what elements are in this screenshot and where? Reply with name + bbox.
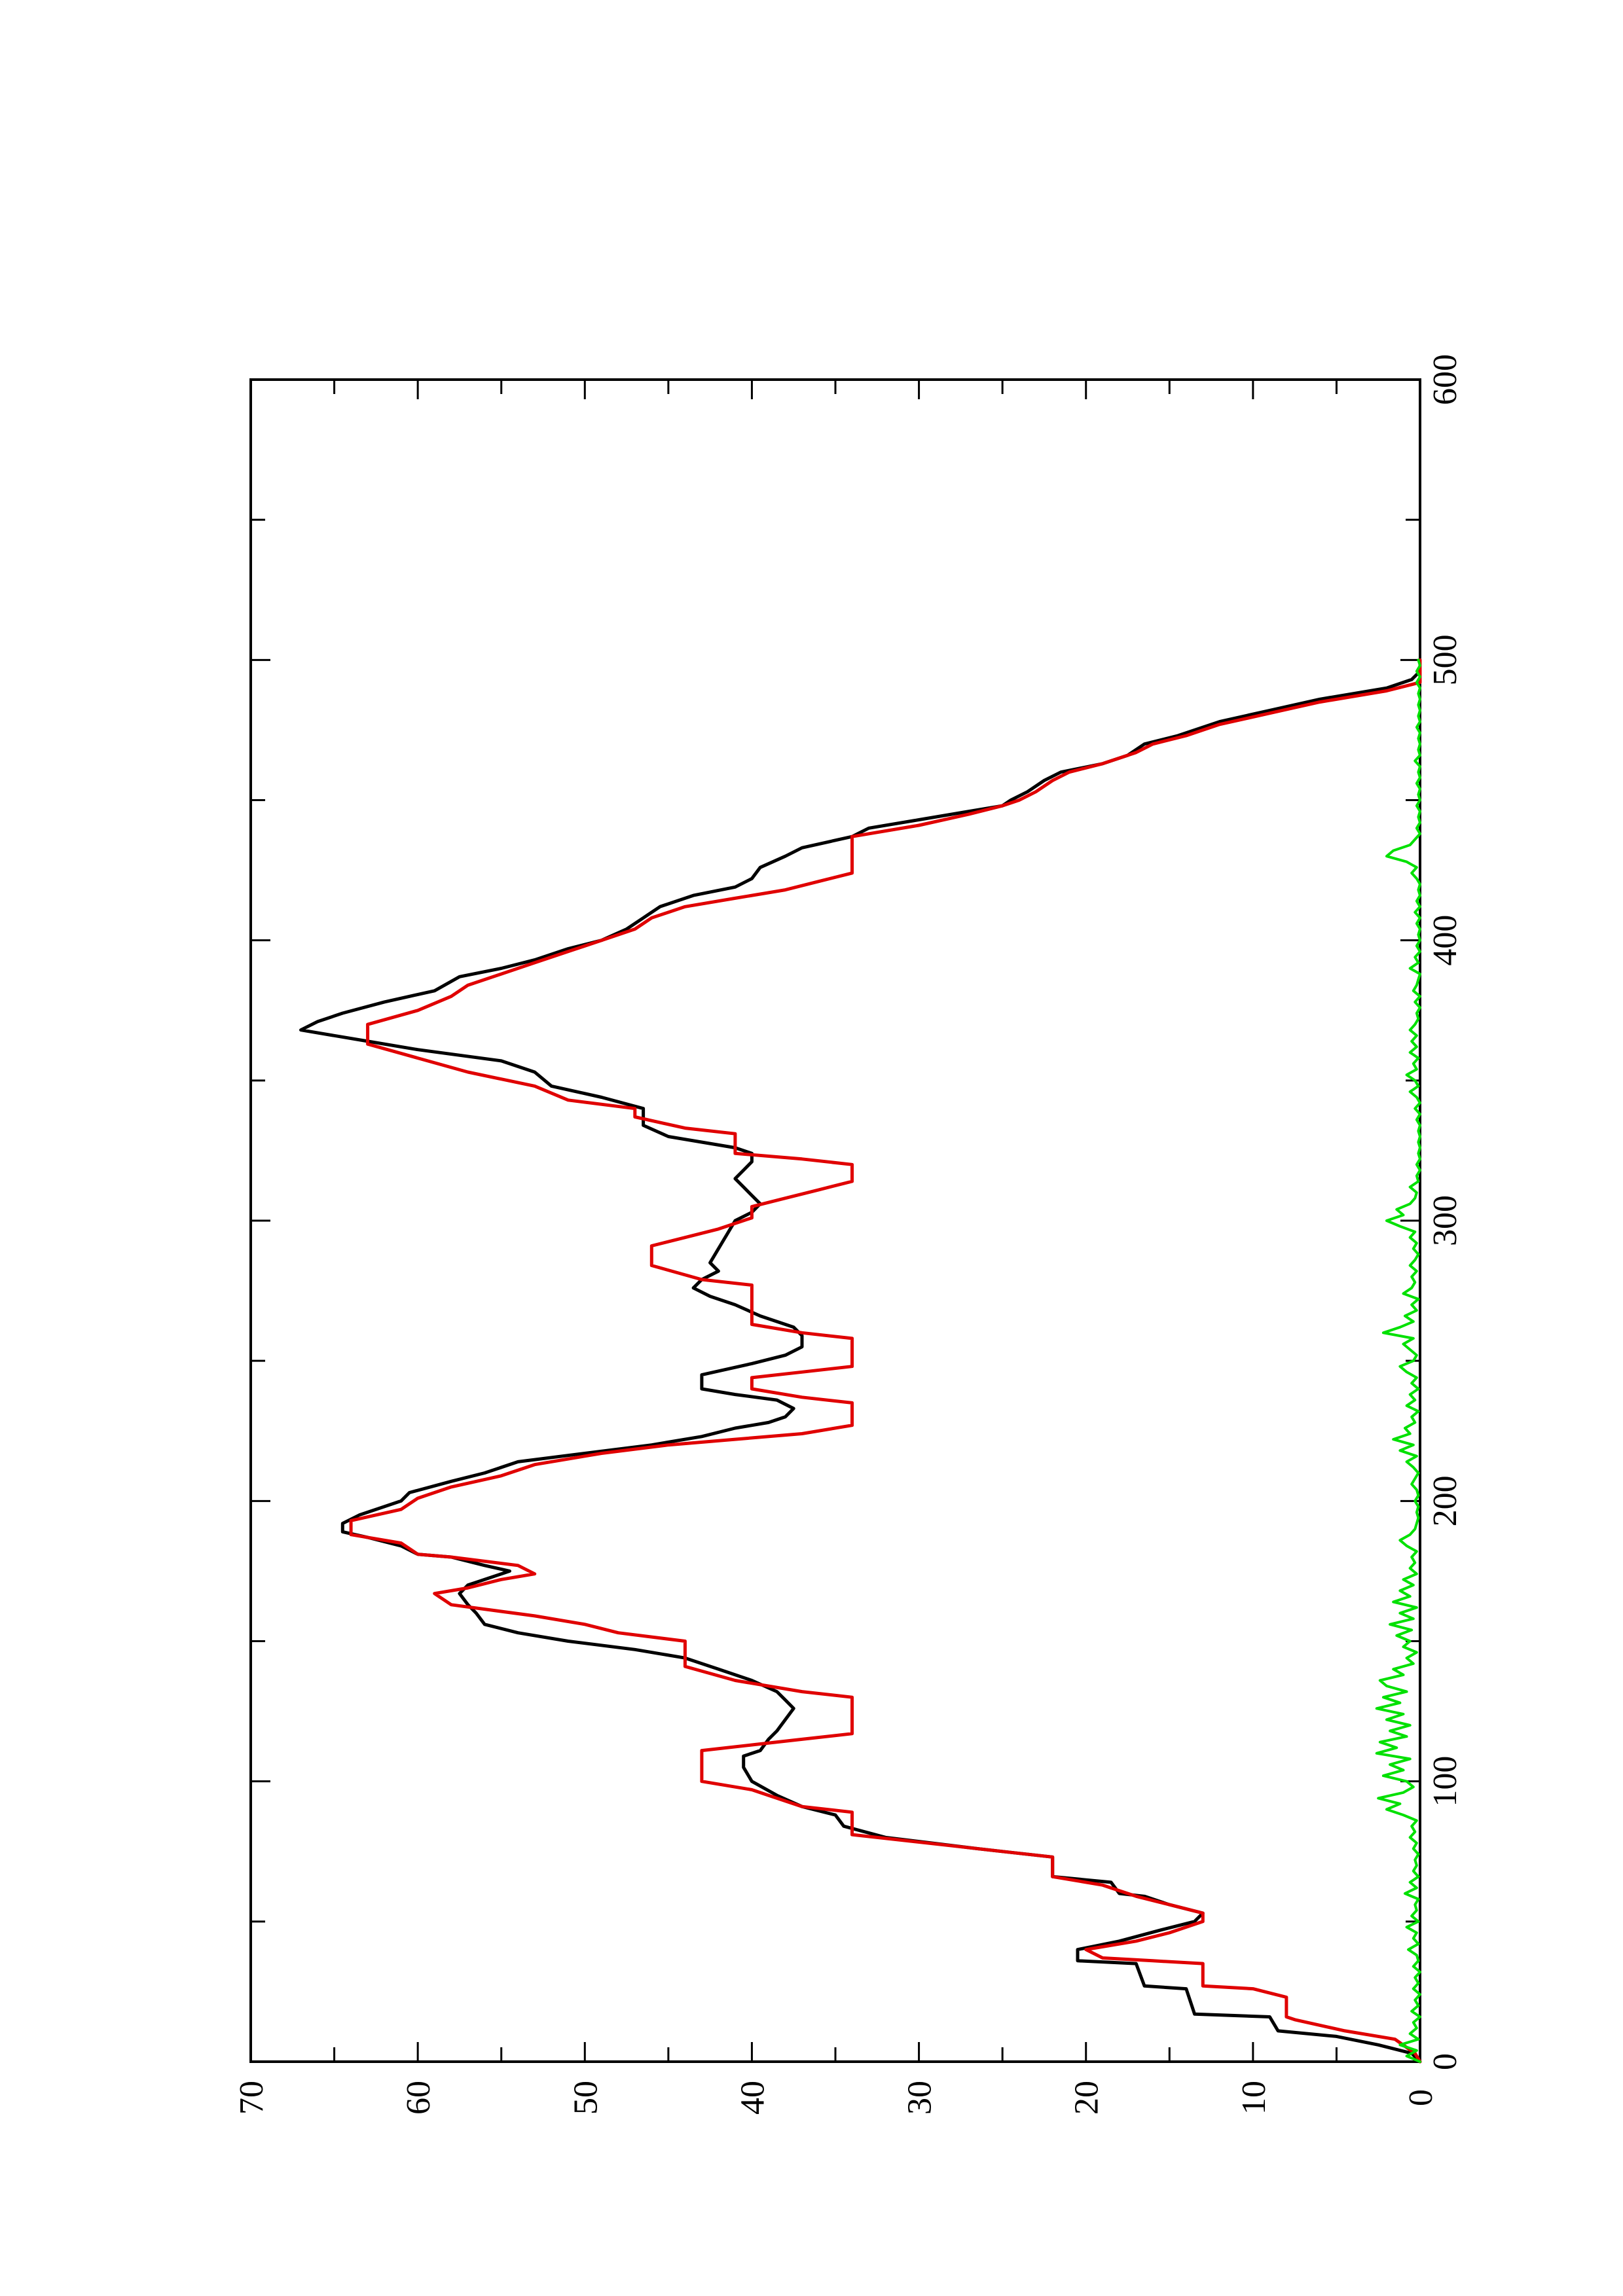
y-tick-label: 70 xyxy=(233,2081,270,2115)
series-line-red xyxy=(349,658,1422,2064)
x-tick-label: 200 xyxy=(1427,1475,1464,1526)
y-tick-label: 0 xyxy=(1402,2089,1440,2106)
series-line-green xyxy=(1375,658,1421,2063)
x-tick-label: 600 xyxy=(1427,354,1464,405)
x-tick-label: 100 xyxy=(1427,1756,1464,1807)
x-tick-label: 300 xyxy=(1427,1195,1464,1246)
y-tick-label: 30 xyxy=(902,2081,939,2115)
x-tick-label: 400 xyxy=(1427,915,1464,966)
x-tick-label: 0 xyxy=(1427,2053,1464,2070)
y-tick-label: 20 xyxy=(1068,2081,1106,2115)
y-tick-label: 50 xyxy=(567,2081,604,2115)
plot-area: 0 100 200 300 400 500 600 0 10 20 30 40 50 60 70 xyxy=(233,354,1464,2115)
y-tick-label: 40 xyxy=(734,2081,771,2115)
series-line-black xyxy=(299,670,1422,2064)
y-tick-label: 60 xyxy=(400,2081,437,2115)
x-tick-label: 500 xyxy=(1427,634,1464,685)
y-tick-label: 10 xyxy=(1235,2081,1273,2115)
